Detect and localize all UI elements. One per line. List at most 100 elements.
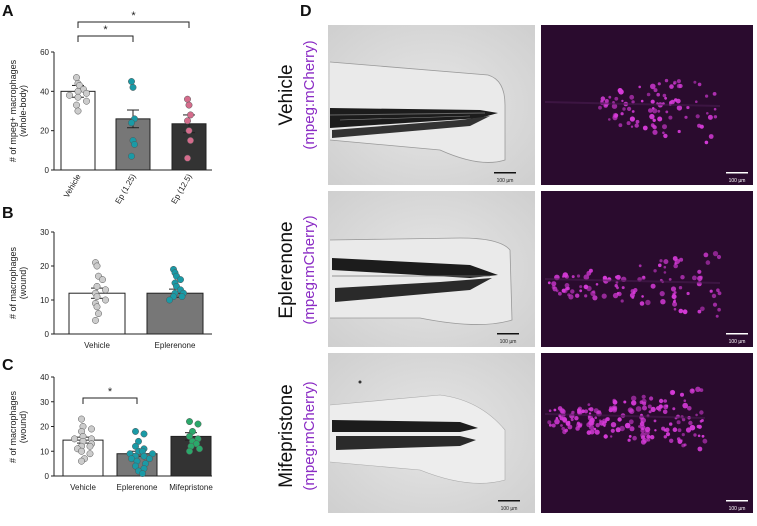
row-label-mifepristone: Mifepristone (mpeg:mCherry) — [276, 381, 318, 490]
macrophage-dot — [578, 422, 583, 427]
macrophage-dot — [568, 294, 574, 300]
scale-bar — [726, 172, 748, 174]
macrophage-dot — [641, 275, 646, 280]
macrophage-dot — [653, 88, 658, 93]
macrophage-dot — [677, 129, 681, 134]
macrophage-dot — [695, 100, 698, 103]
data-point — [73, 74, 80, 82]
macrophage-dot — [669, 438, 674, 443]
macrophage-dot — [676, 83, 682, 89]
panel-label-a: A — [2, 3, 14, 20]
data-point — [74, 87, 82, 95]
panel-label-b: B — [2, 205, 14, 222]
macrophage-dot — [558, 414, 562, 418]
macrophage-dot — [594, 429, 600, 435]
macrophage-dot — [551, 285, 556, 289]
data-point — [99, 276, 106, 284]
data-point — [102, 286, 109, 294]
macrophage-dot — [695, 413, 698, 417]
macrophage-dot — [583, 284, 589, 290]
macrophage-dot — [663, 435, 667, 439]
data-point — [178, 293, 186, 301]
macrophage-dot — [678, 308, 684, 314]
macrophage-dot — [560, 409, 566, 415]
macrophage-dot — [584, 409, 588, 414]
macrophage-dot — [583, 274, 590, 281]
macrophage-dot — [680, 275, 685, 280]
macrophage-dot — [565, 421, 571, 426]
macrophage-dot — [711, 293, 717, 299]
macrophage-dot — [701, 434, 705, 438]
macrophage-dot — [623, 400, 627, 404]
data-point — [140, 430, 148, 438]
macrophage-dot — [699, 419, 703, 423]
macrophage-dot — [577, 410, 582, 414]
macrophage-dot — [608, 118, 611, 121]
macrophage-dot — [610, 422, 617, 428]
chart-c: 0 10 20 30 40 # of macrophages(wound) Vehicle E… — [8, 373, 213, 492]
macrophage-dot — [575, 293, 580, 298]
macrophage-dot — [665, 404, 669, 408]
macrophage-dot — [649, 113, 655, 120]
macrophage-dot — [609, 406, 613, 410]
y-tick-label: 10 — [40, 296, 49, 305]
macrophage-dot — [610, 428, 615, 433]
y-axis-label-line: (whole-body) — [18, 85, 28, 137]
macrophage-dot — [640, 439, 647, 445]
data-point — [78, 447, 85, 455]
scale-bar-label: 100 µm — [497, 178, 514, 184]
macrophage-dot — [576, 274, 581, 278]
y-tick-label: 40 — [40, 87, 49, 96]
macrophage-dot — [628, 435, 632, 438]
brightfield-image-eplerenone: 100 µm — [328, 191, 535, 347]
data-point — [187, 111, 194, 119]
data-point — [78, 457, 85, 465]
macrophage-dot — [699, 124, 704, 129]
macrophage-dot — [702, 438, 708, 444]
macrophage-dot — [596, 410, 600, 415]
macrophage-dot — [645, 299, 651, 306]
macrophage-dot — [663, 259, 669, 265]
row-label-eplerenone: Eplerenone (mpeg:mCherry) — [276, 215, 318, 324]
data-point — [66, 91, 73, 99]
macrophage-dot — [601, 293, 607, 299]
macrophage-dot — [648, 108, 653, 113]
macrophage-dot — [570, 289, 575, 294]
data-point — [86, 450, 94, 458]
macrophage-dot — [649, 396, 654, 401]
macrophage-dot — [650, 99, 655, 104]
macrophage-dot — [635, 406, 642, 412]
macrophage-dot — [676, 79, 681, 84]
macrophage-dot — [590, 421, 595, 426]
macrophage-dot — [679, 257, 684, 262]
macrophage-dot — [571, 275, 575, 279]
macrophage-dot — [713, 107, 717, 111]
macrophage-dot — [672, 407, 676, 411]
macrophage-dot — [621, 99, 624, 103]
macrophage-dot — [684, 115, 688, 119]
significance-star: * — [131, 10, 136, 22]
macrophage-dot — [562, 418, 568, 423]
significance-bracket — [82, 397, 138, 404]
macrophage-dot — [700, 306, 705, 312]
macrophage-dot — [614, 284, 618, 288]
macrophage-dot — [673, 82, 676, 85]
data-point — [73, 101, 80, 109]
macrophage-dot — [657, 109, 661, 113]
macrophage-dot — [640, 424, 646, 431]
macrophage-dot — [695, 386, 701, 392]
macrophage-dot — [652, 108, 658, 114]
macrophage-dot — [611, 407, 618, 413]
y-tick-label: 0 — [45, 472, 50, 481]
data-point — [196, 445, 203, 453]
data-point — [131, 140, 138, 148]
row-label-vehicle: Vehicle (mpeg:mCherry) — [276, 40, 318, 149]
macrophage-dot — [653, 269, 657, 273]
macrophage-dot — [650, 406, 656, 412]
row-label-sub: (mpeg:mCherry) — [301, 40, 318, 149]
macrophage-dot — [705, 94, 709, 98]
macrophage-dot — [656, 406, 661, 411]
macrophage-dot — [629, 408, 635, 414]
row-label-main: Eplerenone — [276, 221, 297, 318]
